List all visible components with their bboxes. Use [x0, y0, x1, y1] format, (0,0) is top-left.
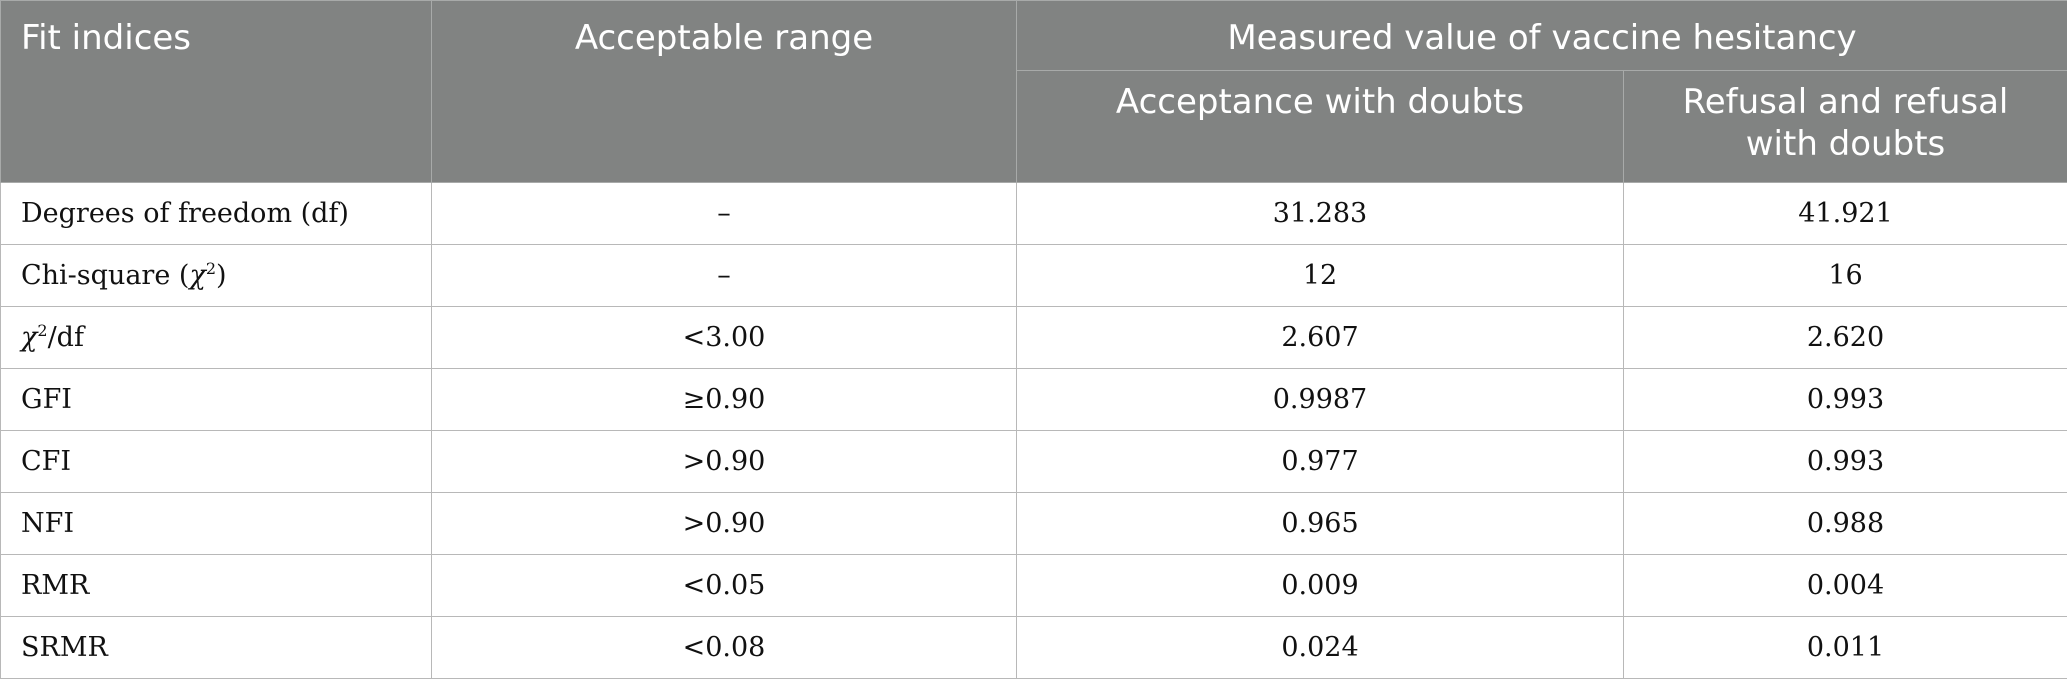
cell-acceptable-range: ≥0.90	[431, 368, 1017, 431]
index-prefix: Chi-square (	[21, 260, 190, 291]
cell-fit-index: GFI	[0, 368, 432, 431]
cell-acceptance-value: 0.009	[1016, 554, 1624, 617]
cell-acceptance-value: 0.024	[1016, 616, 1624, 679]
cell-acceptance-value: 0.965	[1016, 492, 1624, 555]
cell-fit-index: χ2/df	[0, 306, 432, 369]
table-row: RMR <0.05 0.009 0.004	[0, 554, 2067, 617]
cell-acceptance-value: 31.283	[1016, 182, 1624, 245]
header-refusal-line2: with doubts	[1745, 124, 1946, 164]
header-fit-indices: Fit indices	[0, 0, 432, 183]
cell-refusal-value: 41.921	[1623, 182, 2067, 245]
cell-refusal-value: 2.620	[1623, 306, 2067, 369]
table-row: χ2/df <3.00 2.607 2.620	[0, 306, 2067, 369]
cell-acceptable-range: >0.90	[431, 430, 1017, 493]
chi-symbol: χ	[189, 260, 206, 291]
index-suffix: /df	[47, 322, 84, 353]
cell-refusal-value: 0.004	[1623, 554, 2067, 617]
cell-refusal-value: 0.993	[1623, 430, 2067, 493]
cell-acceptance-value: 0.977	[1016, 430, 1624, 493]
table-header: Fit indices Acceptable range Measured va…	[0, 0, 2067, 183]
cell-fit-index: Degrees of freedom (df)	[0, 182, 432, 245]
cell-refusal-value: 0.988	[1623, 492, 2067, 555]
header-refusal-with-doubts: Refusal and refusal with doubts	[1623, 70, 2067, 183]
table-row: GFI ≥0.90 0.9987 0.993	[0, 368, 2067, 431]
chi-symbol: χ	[21, 322, 38, 353]
cell-acceptance-value: 12	[1016, 244, 1624, 307]
table-body: Degrees of freedom (df) – 31.283 41.921 …	[0, 182, 2067, 679]
table-row: Degrees of freedom (df) – 31.283 41.921	[0, 182, 2067, 245]
cell-refusal-value: 0.993	[1623, 368, 2067, 431]
cell-fit-index: Chi-square (χ2)	[0, 244, 432, 307]
cell-acceptance-value: 2.607	[1016, 306, 1624, 369]
header-measured-value: Measured value of vaccine hesitancy	[1016, 0, 2067, 71]
superscript: 2	[37, 321, 48, 340]
cell-acceptance-value: 0.9987	[1016, 368, 1624, 431]
cell-acceptable-range: >0.90	[431, 492, 1017, 555]
cell-fit-index: NFI	[0, 492, 432, 555]
cell-acceptable-range: <0.05	[431, 554, 1017, 617]
superscript: 2	[205, 259, 216, 278]
table-row: NFI >0.90 0.965 0.988	[0, 492, 2067, 555]
header-acceptance-with-doubts: Acceptance with doubts	[1016, 70, 1624, 183]
cell-fit-index: CFI	[0, 430, 432, 493]
header-refusal-line1: Refusal and refusal	[1682, 82, 2009, 122]
table-row: SRMR <0.08 0.024 0.011	[0, 616, 2067, 679]
fit-indices-table: Fit indices Acceptable range Measured va…	[0, 0, 2067, 679]
cell-acceptable-range: <0.08	[431, 616, 1017, 679]
header-acceptable-range: Acceptable range	[431, 0, 1017, 183]
cell-fit-index: SRMR	[0, 616, 432, 679]
cell-refusal-value: 0.011	[1623, 616, 2067, 679]
cell-acceptable-range: <3.00	[431, 306, 1017, 369]
cell-refusal-value: 16	[1623, 244, 2067, 307]
index-suffix: )	[216, 260, 227, 291]
cell-acceptable-range: –	[431, 182, 1017, 245]
cell-fit-index: RMR	[0, 554, 432, 617]
table-row: Chi-square (χ2) – 12 16	[0, 244, 2067, 307]
table-row: CFI >0.90 0.977 0.993	[0, 430, 2067, 493]
cell-acceptable-range: –	[431, 244, 1017, 307]
